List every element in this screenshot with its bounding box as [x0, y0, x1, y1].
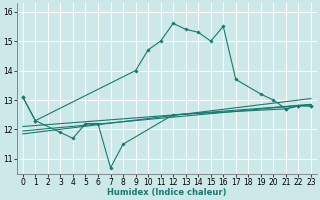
- X-axis label: Humidex (Indice chaleur): Humidex (Indice chaleur): [107, 188, 227, 197]
